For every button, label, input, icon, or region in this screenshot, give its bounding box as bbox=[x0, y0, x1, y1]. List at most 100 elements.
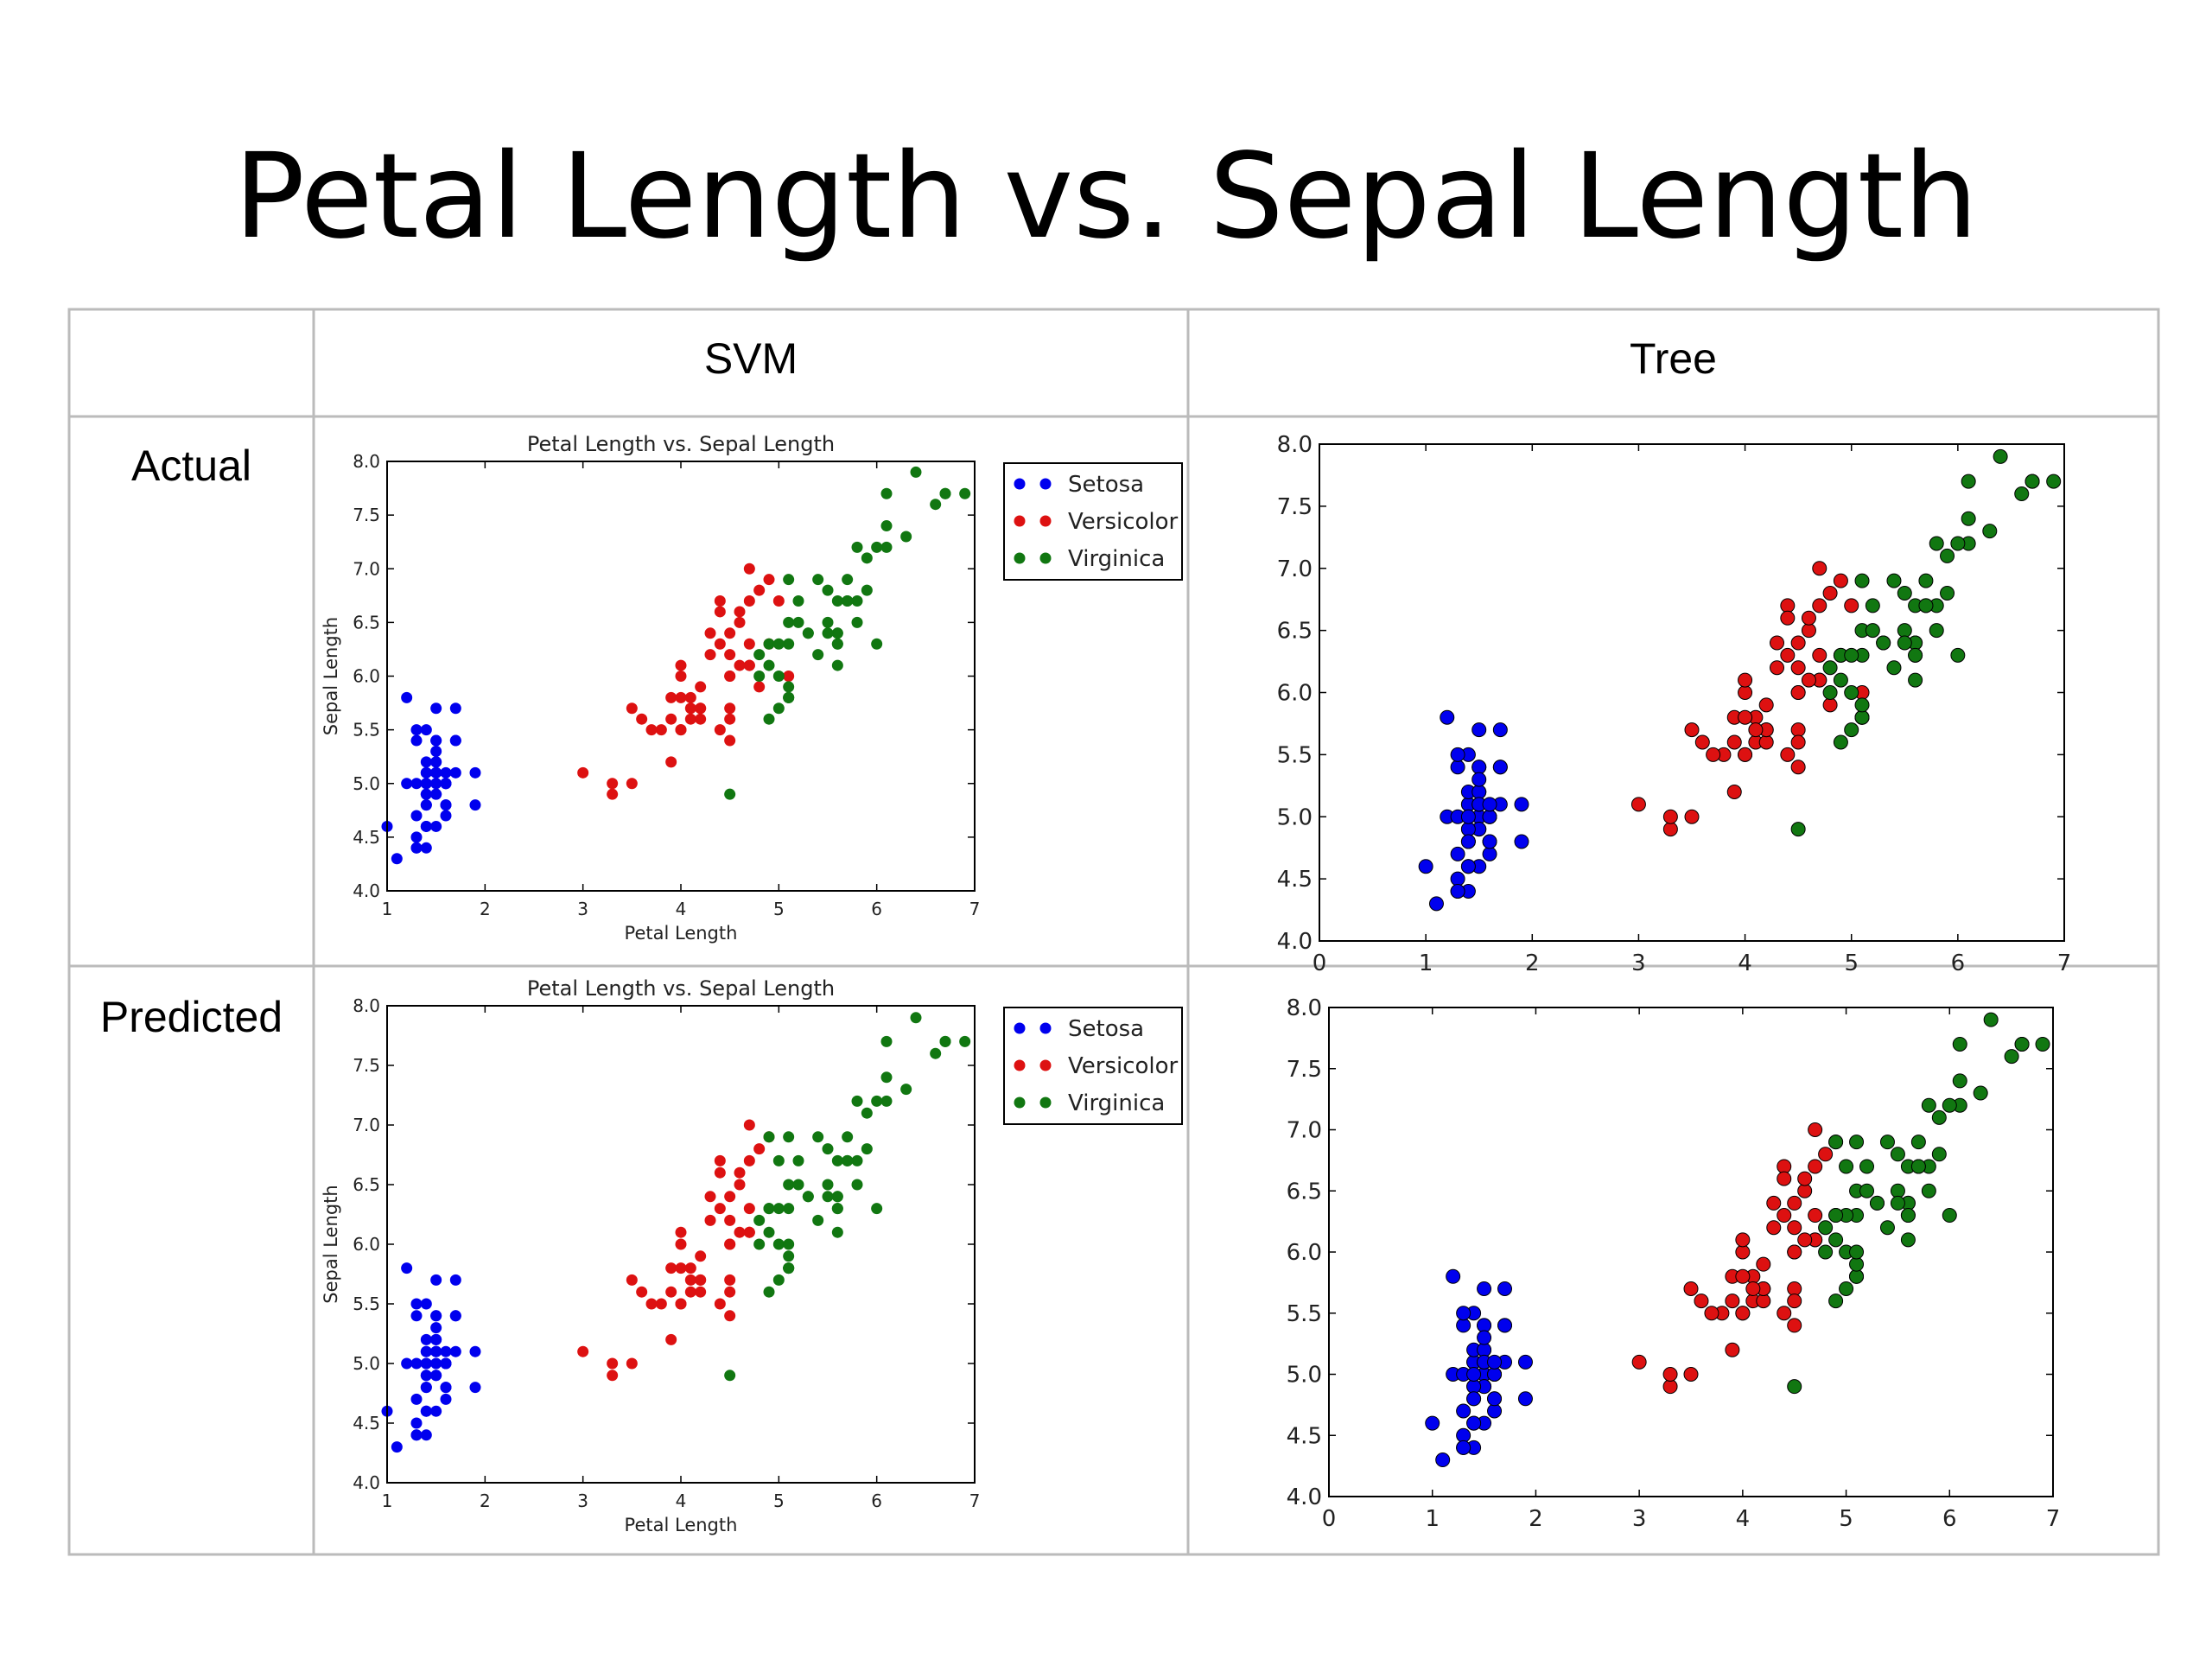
tree-predicted-point-setosa bbox=[1466, 1415, 1482, 1431]
tree-predicted-point-virginica bbox=[1983, 1012, 1999, 1027]
svm-predicted-point-setosa bbox=[469, 1345, 481, 1357]
svm-actual-point-versicolor bbox=[772, 595, 785, 607]
svm-predicted-x-tick-label: 2 bbox=[480, 1491, 491, 1511]
svm-actual-point-setosa bbox=[430, 788, 442, 800]
tree-actual-x-tick-label: 7 bbox=[2057, 950, 2072, 976]
tree-actual-point-versicolor bbox=[1780, 647, 1796, 663]
svm-predicted-point-setosa bbox=[430, 1357, 442, 1370]
tree-actual-point-virginica bbox=[1854, 709, 1870, 725]
svm-predicted-point-setosa bbox=[420, 1357, 432, 1370]
tree-actual-point-virginica bbox=[1844, 722, 1859, 738]
svm-actual-y-axis-label: Sepal Length bbox=[321, 617, 341, 735]
svm-actual-point-virginica bbox=[783, 681, 795, 693]
svm-actual-point-versicolor bbox=[704, 649, 716, 661]
svm-predicted-point-versicolor bbox=[695, 1274, 707, 1286]
tree-actual-point-versicolor bbox=[1694, 734, 1710, 750]
svm-actual-point-setosa bbox=[420, 724, 432, 736]
tree-actual-point-versicolor bbox=[1770, 660, 1785, 676]
tree-predicted-point-virginica bbox=[1900, 1232, 1916, 1248]
tree-actual-point-setosa bbox=[1450, 760, 1465, 775]
tree-predicted-point-virginica bbox=[1828, 1232, 1844, 1248]
svm-actual-point-versicolor bbox=[684, 713, 696, 725]
svm-predicted-point-versicolor bbox=[665, 1286, 677, 1298]
tree-actual-y-tick-label: 8.0 bbox=[1277, 432, 1313, 458]
svm-predicted-point-setosa bbox=[430, 1405, 442, 1417]
tree-actual-x-tick-label: 0 bbox=[1313, 950, 1327, 976]
svm-predicted-x-tick-label: 1 bbox=[382, 1491, 393, 1511]
tree-actual-point-virginica bbox=[1993, 448, 2008, 464]
tree-actual-point-setosa bbox=[1460, 859, 1476, 874]
svm-actual-point-versicolor bbox=[743, 563, 755, 575]
tree-predicted-point-virginica bbox=[1952, 1036, 1967, 1052]
tree-actual-point-virginica bbox=[1833, 734, 1848, 750]
tree-predicted-point-setosa bbox=[1456, 1318, 1471, 1333]
svm-predicted-point-virginica bbox=[910, 1012, 922, 1024]
svm-predicted-point-virginica bbox=[831, 1203, 843, 1215]
svm-actual-point-virginica bbox=[831, 595, 843, 607]
svm-actual-point-setosa bbox=[449, 702, 461, 715]
svm-predicted-point-setosa bbox=[401, 1262, 413, 1274]
tree-actual-point-virginica bbox=[1833, 672, 1848, 688]
svm-actual-point-versicolor bbox=[714, 606, 726, 618]
svm-actual-point-versicolor bbox=[675, 691, 687, 703]
svm-actual-point-setosa bbox=[469, 766, 481, 779]
tree-predicted-point-versicolor bbox=[1745, 1281, 1761, 1296]
svm-predicted-point-setosa bbox=[420, 1298, 432, 1310]
svm-predicted-point-setosa bbox=[420, 1382, 432, 1394]
svm-predicted-legend bbox=[1003, 1007, 1183, 1125]
svm-predicted-y-tick-label: 7.0 bbox=[353, 1115, 380, 1135]
svm-predicted-point-versicolor bbox=[645, 1298, 658, 1310]
svm-predicted-point-versicolor bbox=[743, 1154, 755, 1166]
tree-actual-point-setosa bbox=[1514, 797, 1529, 812]
svm-actual-legend-marker-versicolor bbox=[1039, 515, 1052, 527]
tree-actual-point-setosa bbox=[1418, 859, 1433, 874]
svm-actual-point-versicolor bbox=[675, 724, 687, 736]
svm-actual-y-tick-label: 4.5 bbox=[353, 827, 380, 848]
svm-actual-point-virginica bbox=[783, 616, 795, 628]
tree-actual-point-virginica bbox=[1929, 623, 1944, 639]
svm-actual-x-tick-label: 5 bbox=[773, 899, 785, 919]
tree-predicted-point-virginica bbox=[2014, 1036, 2030, 1052]
svm-actual-chart: Petal Length vs. Sepal Length Petal Lengt… bbox=[314, 418, 1188, 964]
svm-actual-point-versicolor bbox=[724, 702, 736, 715]
svm-predicted-point-setosa bbox=[449, 1310, 461, 1322]
svm-predicted-y-tick-label: 4.0 bbox=[353, 1472, 380, 1493]
svm-actual-point-setosa bbox=[449, 766, 461, 779]
svm-actual-point-virginica bbox=[822, 627, 834, 639]
tree-predicted-point-virginica bbox=[1921, 1183, 1936, 1198]
svm-predicted-point-versicolor bbox=[743, 1203, 755, 1215]
svm-predicted-point-virginica bbox=[783, 1131, 795, 1143]
tree-actual-point-versicolor bbox=[1684, 722, 1700, 738]
svm-actual-point-versicolor bbox=[724, 713, 736, 725]
svm-actual-point-versicolor bbox=[734, 606, 746, 618]
tree-predicted-point-virginica bbox=[1879, 1220, 1895, 1236]
svm-actual-legend-label-virginica: Virginica bbox=[1068, 546, 1165, 572]
tree-predicted-point-versicolor bbox=[1818, 1147, 1834, 1162]
tree-actual-point-versicolor bbox=[1790, 635, 1806, 651]
tree-actual-point-versicolor bbox=[1738, 685, 1753, 700]
tree-actual-point-virginica bbox=[2046, 474, 2062, 489]
svm-actual-point-setosa bbox=[430, 766, 442, 779]
svm-actual-legend-marker-setosa bbox=[1039, 478, 1052, 490]
svm-predicted-point-virginica bbox=[930, 1047, 942, 1059]
svm-predicted-point-virginica bbox=[772, 1203, 785, 1215]
tree-predicted-point-versicolor bbox=[1766, 1195, 1782, 1211]
svm-actual-point-setosa bbox=[440, 810, 452, 822]
svm-predicted-point-setosa bbox=[430, 1345, 442, 1357]
tree-predicted-y-tick-label: 7.0 bbox=[1287, 1118, 1322, 1144]
tree-actual-point-versicolor bbox=[1726, 734, 1742, 750]
tree-predicted-point-versicolor bbox=[1787, 1281, 1802, 1296]
svm-predicted-point-virginica bbox=[772, 1274, 785, 1286]
svm-actual-y-tick-label: 6.5 bbox=[353, 612, 380, 632]
svm-actual-point-setosa bbox=[430, 756, 442, 768]
svm-predicted-point-virginica bbox=[763, 1226, 775, 1238]
tree-actual-point-versicolor bbox=[1812, 647, 1827, 663]
svm-predicted-y-tick-label: 6.5 bbox=[353, 1174, 380, 1195]
tree-predicted-point-versicolor bbox=[1787, 1318, 1802, 1333]
svm-actual-point-versicolor bbox=[645, 724, 658, 736]
svm-predicted-point-setosa bbox=[440, 1345, 452, 1357]
svm-predicted-point-virginica bbox=[763, 1131, 775, 1143]
svm-actual-point-virginica bbox=[812, 649, 824, 661]
svm-actual-x-axis-label: Petal Length bbox=[625, 923, 738, 944]
row-header-actual: Actual bbox=[131, 442, 251, 490]
